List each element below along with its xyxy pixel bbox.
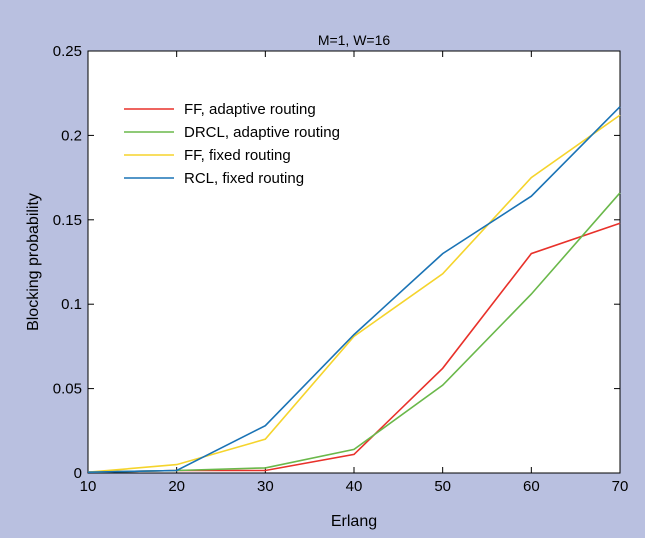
y-axis-label: Blocking probability [25, 193, 42, 331]
y-tick-label: 0.25 [53, 43, 82, 60]
x-tick-label: 40 [346, 478, 363, 495]
x-tick-label: 70 [612, 478, 629, 495]
series-lines [87, 106, 621, 473]
x-tick-label: 30 [257, 478, 274, 495]
legend-label: FF, adaptive routing [184, 101, 316, 118]
y-tick-label: 0.15 [53, 212, 82, 229]
y-tick-label: 0.2 [61, 127, 82, 144]
legend-label: RCL, fixed routing [184, 170, 304, 187]
series-line-3 [87, 114, 621, 473]
series-line-4 [87, 106, 621, 473]
x-tick-label: 20 [168, 478, 185, 495]
x-axis-label: Erlang [331, 513, 377, 530]
legend-label: FF, fixed routing [184, 147, 291, 164]
y-tick-label: 0.1 [61, 296, 82, 313]
x-tick-label: 10 [80, 478, 97, 495]
legend-label: DRCL, adaptive routing [184, 124, 340, 141]
axis-ticks: 10 20 30 40 50 60 70 0 0.05 0.1 0.15 0.2 0.25 [53, 43, 629, 495]
chart-title: M=1, W=16 [318, 32, 391, 48]
x-tick-label: 50 [434, 478, 451, 495]
plot-area [87, 50, 621, 474]
legend: FF, adaptive routing DRCL, adaptive routi… [124, 101, 340, 187]
y-tick-label: 0.05 [53, 381, 82, 398]
x-tick-label: 60 [523, 478, 540, 495]
y-tick-label: 0 [74, 465, 82, 482]
